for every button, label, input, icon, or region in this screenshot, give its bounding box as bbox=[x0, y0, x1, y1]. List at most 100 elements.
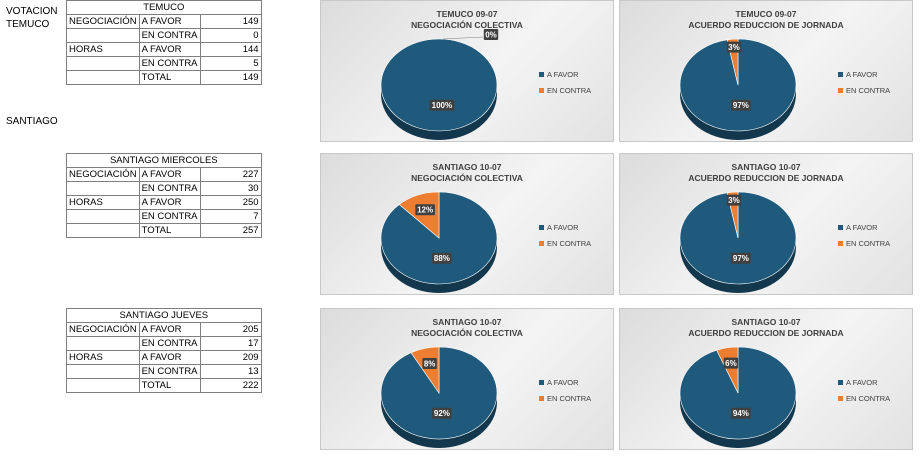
pie-chart-santiago-miercoles-negociacion: SANTIAGO 10-07 NEGOCIACIÓN COLECTIVA 88% 12… bbox=[320, 153, 614, 295]
table-row: EN CONTRA 0 bbox=[66, 28, 262, 43]
table-cell: A FAVOR bbox=[138, 195, 201, 210]
table-cell: 144 bbox=[199, 42, 262, 57]
data-label-box bbox=[429, 99, 455, 111]
santiago-miercoles-table: SANTIAGO MIERCOLES NEGOCIACIÓN A FAVOR 227… bbox=[66, 153, 262, 238]
legend-label: EN CONTRA bbox=[547, 239, 591, 248]
legend-swatch bbox=[539, 380, 544, 385]
chart-title: SANTIAGO 10-07 bbox=[433, 162, 502, 172]
chart-title: ACUERDO REDUCCION DE JORNADA bbox=[688, 328, 843, 338]
legend-label: EN CONTRA bbox=[846, 239, 890, 248]
legend-label: A FAVOR bbox=[846, 70, 878, 79]
legend-label: A FAVOR bbox=[547, 378, 579, 387]
table-cell: A FAVOR bbox=[138, 350, 201, 365]
table-cell: A FAVOR bbox=[138, 14, 201, 29]
data-label-box bbox=[483, 29, 499, 40]
table-cell: A FAVOR bbox=[138, 322, 201, 337]
table-cell: NEGOCIACIÓN bbox=[66, 322, 140, 337]
chart-title: NEGOCIACIÓN COLECTIVA bbox=[411, 19, 523, 30]
table-cell: 227 bbox=[199, 167, 262, 182]
pie-chart-temuco-jornada: TEMUCO 09-07 ACUERDO REDUCCION DE JORNADA… bbox=[619, 0, 913, 142]
legend-swatch bbox=[539, 225, 544, 230]
table-cell: A FAVOR bbox=[138, 167, 201, 182]
pie-side bbox=[381, 393, 497, 448]
santiago-jueves-table: SANTIAGO JUEVES NEGOCIACIÓN A FAVOR 205 EN… bbox=[66, 308, 262, 393]
data-label-box bbox=[731, 252, 751, 264]
pie-side bbox=[680, 85, 796, 140]
legend-label: A FAVOR bbox=[547, 223, 579, 232]
table-row: EN CONTRA 13 bbox=[66, 364, 262, 379]
table-row: HORAS A FAVOR 144 bbox=[66, 42, 262, 57]
data-label-box bbox=[432, 252, 452, 264]
table-cell: TOTAL bbox=[138, 223, 201, 238]
table-row: NEGOCIACIÓN A FAVOR 205 bbox=[66, 322, 262, 337]
data-label: 94% bbox=[733, 409, 749, 418]
legend-swatch bbox=[838, 380, 843, 385]
data-label-box bbox=[415, 204, 435, 216]
table-row: EN CONTRA 30 bbox=[66, 181, 262, 196]
legend-label: A FAVOR bbox=[846, 378, 878, 387]
data-label: 97% bbox=[733, 254, 749, 263]
legend-swatch bbox=[539, 396, 544, 401]
table-row: TOTAL 222 bbox=[66, 378, 262, 393]
table-cell: EN CONTRA bbox=[138, 181, 201, 196]
table-cell: EN CONTRA bbox=[138, 209, 201, 224]
table-row: EN CONTRA 7 bbox=[66, 209, 262, 224]
legend-label: A FAVOR bbox=[846, 223, 878, 232]
data-label-box bbox=[422, 358, 437, 370]
table-cell: HORAS bbox=[66, 350, 140, 365]
table-cell bbox=[66, 364, 140, 379]
table-cell bbox=[66, 70, 140, 85]
pie-side bbox=[381, 85, 497, 140]
data-label: 3% bbox=[728, 43, 740, 52]
table-row: NEGOCIACIÓN A FAVOR 149 bbox=[66, 14, 262, 29]
chart-title: TEMUCO 09-07 bbox=[437, 9, 498, 19]
pie-chart-santiago-miercoles-jornada: SANTIAGO 10-07 ACUERDO REDUCCION DE JORNA… bbox=[619, 153, 913, 295]
table-title: TEMUCO bbox=[66, 0, 262, 15]
leader-line bbox=[442, 36, 484, 40]
pie-chart-santiago-jueves-negociacion: SANTIAGO 10-07 NEGOCIACIÓN COLECTIVA 92% 8%… bbox=[320, 308, 614, 450]
table-cell bbox=[66, 56, 140, 71]
legend-label: A FAVOR bbox=[547, 70, 579, 79]
table-cell: 0 bbox=[199, 28, 262, 43]
temuco-table: TEMUCO NEGOCIACIÓN A FAVOR 149 EN CONTRA 0 … bbox=[66, 0, 262, 85]
data-label: 88% bbox=[434, 254, 450, 263]
table-cell: 209 bbox=[199, 350, 262, 365]
temuco-label: TEMUCO bbox=[6, 19, 50, 30]
table-cell: EN CONTRA bbox=[138, 336, 201, 351]
legend-swatch bbox=[539, 241, 544, 246]
data-label: 92% bbox=[434, 409, 450, 418]
table-row: NEGOCIACIÓN A FAVOR 227 bbox=[66, 167, 262, 182]
data-label: 8% bbox=[424, 360, 436, 369]
votacion-label: VOTACION bbox=[6, 6, 58, 17]
table-cell: 17 bbox=[199, 336, 262, 351]
table-title: SANTIAGO JUEVES bbox=[66, 308, 262, 323]
table-cell: TOTAL bbox=[138, 70, 201, 85]
table-title: SANTIAGO MIERCOLES bbox=[66, 153, 262, 168]
table-row: TOTAL 149 bbox=[66, 70, 262, 85]
table-cell: 250 bbox=[199, 195, 262, 210]
chart-title: SANTIAGO 10-07 bbox=[732, 317, 801, 327]
table-cell bbox=[66, 28, 140, 43]
table-cell: 7 bbox=[199, 209, 262, 224]
chart-title: ACUERDO REDUCCION DE JORNADA bbox=[688, 173, 843, 183]
pie-chart-temuco-negociacion: TEMUCO 09-07 NEGOCIACIÓN COLECTIVA 100% 0% A… bbox=[320, 0, 614, 142]
table-cell bbox=[66, 223, 140, 238]
table-row: EN CONTRA 17 bbox=[66, 336, 262, 351]
table-cell: EN CONTRA bbox=[138, 364, 201, 379]
chart-title: SANTIAGO 10-07 bbox=[732, 162, 801, 172]
data-label-box bbox=[723, 357, 739, 369]
table-cell: 222 bbox=[199, 378, 262, 393]
table-row: EN CONTRA 5 bbox=[66, 56, 262, 71]
legend-swatch bbox=[539, 72, 544, 77]
data-label: 3% bbox=[728, 196, 740, 205]
table-cell: 5 bbox=[199, 56, 262, 71]
data-label-box bbox=[731, 407, 751, 419]
chart-title: NEGOCIACIÓN COLECTIVA bbox=[411, 327, 523, 338]
table-cell: 13 bbox=[199, 364, 262, 379]
table-row: HORAS A FAVOR 209 bbox=[66, 350, 262, 365]
chart-title: NEGOCIACIÓN COLECTIVA bbox=[411, 172, 523, 183]
